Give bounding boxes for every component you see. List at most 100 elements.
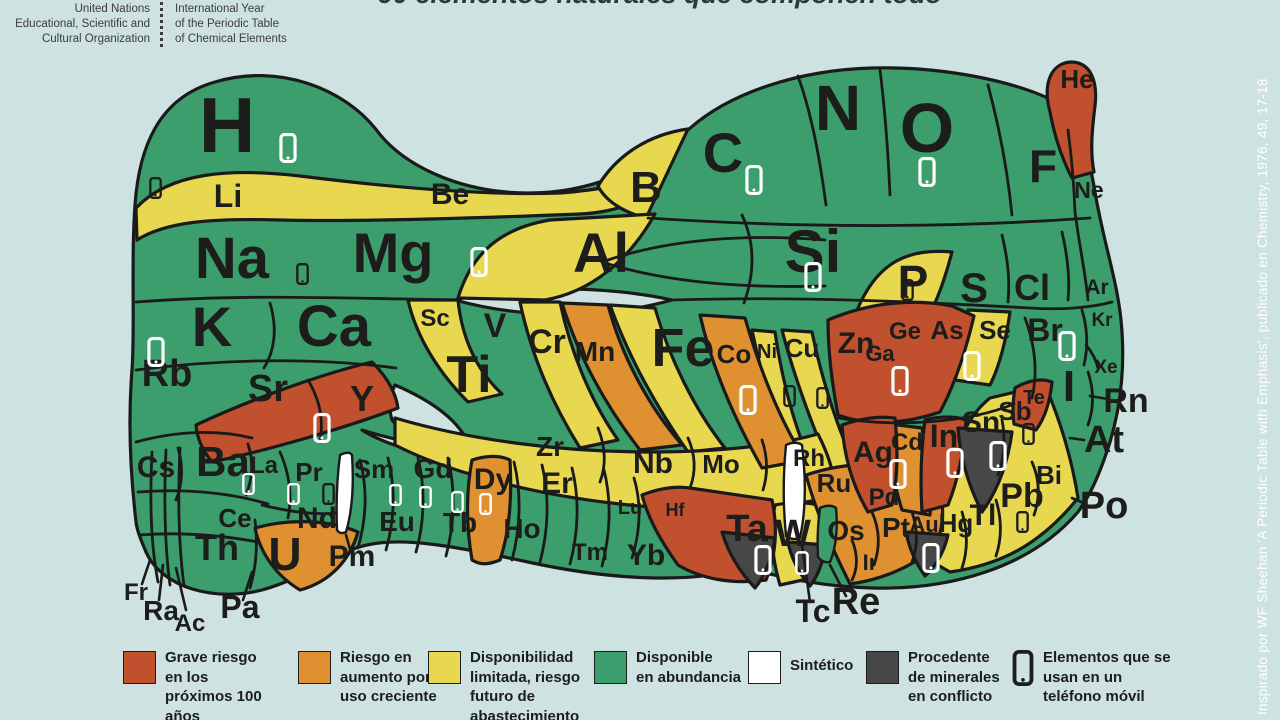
iypt-name: International Year of the Periodic Table…: [160, 2, 287, 47]
region-Sc: [406, 298, 504, 404]
element-Fr: Fr: [124, 579, 148, 606]
phone-legend-icon: [1012, 650, 1034, 686]
element-Pm: Pm: [329, 540, 376, 573]
element-La: La: [250, 452, 279, 479]
element-F: F: [1029, 140, 1057, 192]
element-Mn: Mn: [575, 336, 615, 367]
element-Zn: Zn: [838, 327, 875, 360]
element-Li: Li: [214, 178, 242, 214]
legend-label-disponibilidad-limitada: Disponibilidad limitada, riesgo futuro d…: [470, 649, 581, 720]
legend-item-minerales-conflicto: Procedente de minerales en conflicto: [866, 648, 1000, 707]
element-Ne: Ne: [1074, 177, 1103, 203]
element-Zr: Zr: [536, 431, 564, 462]
region-Mg: [456, 212, 657, 302]
element-N: N: [815, 72, 861, 144]
swatch-riesgo-aumento: [298, 651, 331, 684]
element-Cu: Cu: [785, 333, 820, 363]
element-Y: Y: [350, 378, 374, 419]
element-S: S: [960, 264, 988, 311]
region-U: [253, 520, 360, 592]
element-Rh: Rh: [793, 445, 825, 472]
element-Br: Br: [1027, 312, 1063, 348]
element-Tc: Tc: [796, 593, 831, 629]
element-Pr: Pr: [295, 457, 322, 487]
element-As: As: [930, 315, 963, 345]
element-W: W: [775, 513, 811, 555]
region-Tc: [782, 441, 806, 541]
element-Dy: Dy: [474, 463, 513, 496]
region-Co: [698, 313, 807, 470]
unesco-name: United Nations Educational, Scientific a…: [15, 3, 150, 45]
legend-item-disponibilidad-limitada: Disponibilidad limitada, riesgo futuro d…: [428, 648, 580, 720]
element-Be: Be: [431, 178, 469, 211]
element-Au: Au: [909, 512, 938, 537]
legend-label-minerales-conflicto: Procedente de minerales en conflicto: [908, 649, 1000, 705]
region-Cr: [560, 301, 684, 452]
element-Cs: Cs: [137, 451, 175, 484]
element-Ce: Ce: [218, 503, 251, 533]
element-Al: Al: [573, 221, 629, 284]
region-B: [596, 127, 690, 220]
legend: Grave riesgo en los próximos 100 años Ri…: [0, 648, 1280, 720]
swatch-sintetico: [748, 651, 781, 684]
element-Tl: Tl: [970, 499, 997, 532]
element-Hg: Hg: [939, 508, 974, 538]
element-Cr: Cr: [528, 323, 566, 361]
region-Ag: [840, 415, 899, 514]
element-B: B: [630, 163, 662, 212]
element-Mg: Mg: [353, 221, 434, 284]
legend-item-telefono-movil: Elementos que se usan en un teléfono móv…: [1012, 648, 1171, 707]
region-V: [518, 300, 620, 450]
element-Ac: Ac: [175, 610, 206, 637]
element-Tm: Tm: [572, 539, 608, 566]
element-Ca: Ca: [297, 294, 372, 359]
element-Mo: Mo: [702, 449, 740, 479]
element-Sn: Sn: [962, 406, 1000, 439]
element-Ge: Ge: [889, 318, 921, 345]
element-Pt: Pt: [882, 512, 910, 543]
element-C: C: [703, 121, 743, 184]
element-Re: Re: [832, 581, 881, 623]
element-Th: Th: [195, 527, 239, 568]
element-Kr: Kr: [1091, 310, 1113, 331]
element-At: At: [1084, 419, 1124, 461]
element-Ga: Ga: [865, 341, 895, 366]
element-Co: Co: [717, 339, 752, 369]
element-Pb: Pb: [1000, 477, 1043, 515]
region-He: [1045, 60, 1098, 180]
element-Yb: Yb: [627, 539, 665, 572]
element-Xe: Xe: [1094, 357, 1117, 378]
element-Po: Po: [1080, 485, 1129, 527]
region-Dy: [465, 454, 513, 566]
element-Te: Te: [1023, 387, 1045, 409]
element-Ti: Ti: [446, 346, 491, 404]
unesco-lockup: United Nations Educational, Scientific a…: [0, 2, 287, 47]
element-U: U: [268, 528, 301, 580]
element-Pa: Pa: [220, 589, 259, 625]
element-Ta: Ta: [726, 508, 768, 550]
element-Hf: Hf: [666, 500, 686, 520]
element-He: He: [1060, 64, 1093, 94]
leader-lines: [140, 394, 1110, 612]
swatch-disponibilidad-limitada: [428, 651, 461, 684]
region-Re: [816, 504, 838, 564]
element-Nb: Nb: [633, 447, 673, 480]
element-Na: Na: [195, 226, 270, 291]
element-I: I: [1063, 362, 1075, 411]
element-Os: Os: [827, 515, 864, 546]
element-Cd: Cd: [891, 429, 923, 456]
swatch-minerales-conflicto: [866, 651, 899, 684]
element-H: H: [199, 81, 255, 169]
element-Gd: Gd: [414, 453, 453, 484]
swatch-disponible-abundancia: [594, 651, 627, 684]
element-Nd: Nd: [297, 502, 337, 535]
element-Ru: Ru: [817, 468, 852, 498]
region-Pm: [335, 451, 354, 535]
element-Se: Se: [979, 315, 1011, 345]
element-Ni: Ni: [757, 341, 777, 363]
element-Cl: Cl: [1014, 267, 1050, 308]
element-Ir: Ir: [863, 550, 878, 575]
element-Sr: Sr: [248, 368, 288, 410]
